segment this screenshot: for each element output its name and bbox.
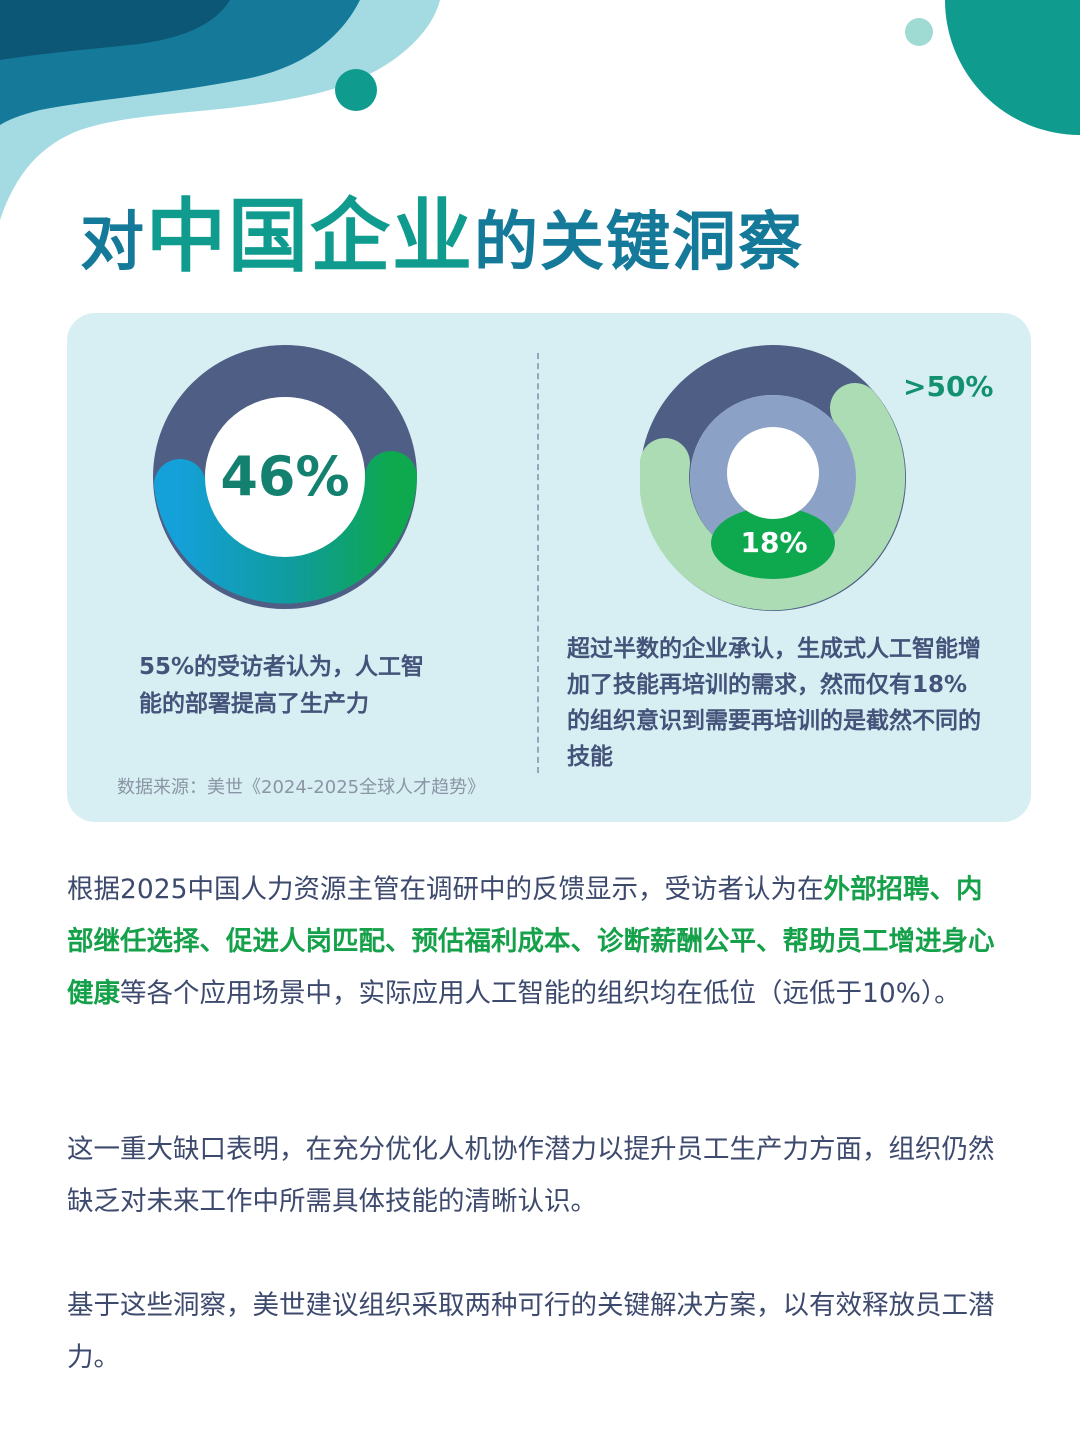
- page-title: 对中国企业的关键洞察: [80, 172, 804, 288]
- data-source: 数据来源：美世《2024-2025全球人才趋势》: [117, 777, 486, 798]
- title-part-1: 对: [80, 206, 146, 280]
- gap-paragraph: 这一重大缺口表明，在充分优化人机协作潜力以提升员工生产力方面，组织仍然缺乏对未来…: [67, 1134, 995, 1217]
- recommendation-paragraph: 基于这些洞察，美世建议组织采取两种可行的关键解决方案，以有效释放员工潜力。: [67, 1290, 995, 1373]
- reskill-percent: 18%: [740, 526, 808, 559]
- productivity-donut: [153, 345, 417, 609]
- productivity-percent: 46%: [220, 445, 350, 508]
- reskilling-donut: [640, 345, 906, 611]
- title-part-3: 的关键洞察: [474, 206, 804, 280]
- panel-divider: [537, 353, 539, 773]
- findings-intro: 根据2025中国人力资源主管在调研中的反馈显示，受访者认为在: [67, 874, 824, 905]
- decorative-waves: [0, 0, 1080, 220]
- findings-paragraph: 根据2025中国人力资源主管在调研中的反馈显示，受访者认为在外部招聘、内部继任选…: [67, 864, 1007, 1020]
- stats-panel: 46% >50% 18% 55%的受访者认为，人工智能的部署提高了生产力 超过半…: [67, 313, 1031, 822]
- title-part-2: 中国企业: [146, 190, 474, 283]
- findings-highlight: 外部招聘、内部继任选择、促进人岗匹配、预估福利成本、诊断薪酬公平、帮助员工增进身…: [67, 874, 995, 1009]
- findings-conclusion: 等各个应用场景中，实际应用人工智能的组织均在低位（远低于10%）。: [120, 978, 961, 1009]
- productivity-caption: 55%的受访者认为，人工智能的部署提高了生产力: [139, 654, 425, 717]
- over-half-label: >50%: [903, 370, 994, 403]
- reskilling-caption: 超过半数的企业承认，生成式人工智能增加了技能再培训的需求，然而仅有18%的组织意…: [567, 636, 981, 770]
